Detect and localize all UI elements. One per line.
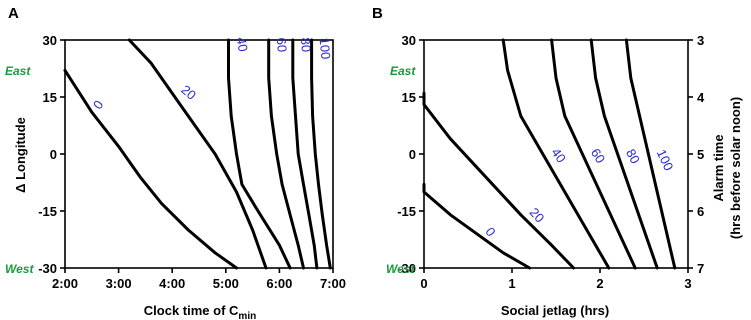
panel-b-y2tick-label: 3 <box>697 33 704 48</box>
panel-b-curve-100 <box>624 38 677 270</box>
panel-a-xlabel-sub: min <box>238 311 256 320</box>
panel-b-y2tick-label: 7 <box>697 261 704 276</box>
panel-b-curve-label-40: 40 <box>548 145 569 165</box>
panel-b-ytick-label: 0 <box>409 147 416 162</box>
panel-a-label: A <box>8 5 19 22</box>
panel-a-xlabel-main: Clock time of C <box>144 303 239 318</box>
panel-b-east-label: East <box>390 64 416 78</box>
panel-a-curve-20 <box>127 38 268 270</box>
panel-a-curve-80 <box>291 38 319 270</box>
panel-a-xtick-label: 3:00 <box>106 276 132 291</box>
panel-a-xtick-label: 7:00 <box>320 276 346 291</box>
panel-a-curve-label-20: 20 <box>178 82 199 103</box>
panel-b-curve-0 <box>422 182 532 270</box>
panel-a-curve-label-100: 100 <box>317 37 334 60</box>
panel-a-west-label: West <box>5 262 34 276</box>
panel-b-y2label-line2: (hrs before solar noon) <box>728 97 743 239</box>
panel-a-ytick-label: 0 <box>50 147 57 162</box>
panel-a-xlabel: Clock time of Cmin <box>144 303 256 320</box>
panel-b-xtick-label: 2 <box>596 276 603 291</box>
panel-b-y2tick-label: 6 <box>697 204 704 219</box>
panel-a-ytick-label: 30 <box>43 33 57 48</box>
panel-b-curve-label-60: 60 <box>588 146 608 166</box>
panel-b-ytick-label: -15 <box>397 204 416 219</box>
panel-b-xlabel: Social jetlag (hrs) <box>501 303 609 318</box>
panel-b-curve-80 <box>589 38 659 270</box>
panel-a-ytick-label: 15 <box>43 90 57 105</box>
panel-b-curve-20 <box>422 91 576 270</box>
panel-a-curve-0 <box>63 68 238 270</box>
panel-b-ytick-label: 15 <box>402 90 416 105</box>
panel-a-xtick-label: 2:00 <box>52 276 78 291</box>
panel-a-curve-60 <box>267 38 305 270</box>
panel-b-curve-label-100: 100 <box>654 147 677 173</box>
panel-b-ytick-label: 30 <box>402 33 416 48</box>
panel-a-east-label: East <box>5 64 31 78</box>
panel-b-y2tick-label: 5 <box>697 147 704 162</box>
panel-b-y2label: Alarm time <box>711 134 726 201</box>
panel-a-xtick-label: 5:00 <box>213 276 239 291</box>
panel-b-west-label: West <box>386 262 415 276</box>
panel-b-label: B <box>372 5 383 22</box>
panel-a-curve-label-40: 40 <box>234 36 251 53</box>
panel-a-curve-40 <box>227 38 292 270</box>
panel-b-curve-60 <box>550 38 637 270</box>
panel-a-xtick-label: 6:00 <box>266 276 292 291</box>
panel-a-axes: 2:00 3:00 4:00 5:00 6:00 7:00 30 15 0 -15 -30 <box>38 33 346 291</box>
panel-b-y2tick-label: 4 <box>697 90 705 105</box>
panel-b-curve-label-0: 0 <box>482 224 498 239</box>
panel-a-curve-label-80: 80 <box>298 37 314 53</box>
panel-b-xtick-label: 0 <box>420 276 427 291</box>
panel-b-curve-40 <box>501 38 611 270</box>
panel-a-ytick-label: -30 <box>38 261 57 276</box>
panel-b-axes: 0 1 2 3 30 15 0 -15 -30 3 4 5 6 7 <box>397 33 705 291</box>
panel-a-curve-label-60: 60 <box>274 37 290 53</box>
panel-a-xtick-label: 4:00 <box>159 276 185 291</box>
panel-a-curve-label-0: 0 <box>90 97 106 112</box>
panel-b-xtick-label: 1 <box>508 276 515 291</box>
panel-a-ytick-label: -15 <box>38 204 57 219</box>
panel-a-ylabel: Δ Longitude <box>13 117 28 193</box>
panel-b-curve-label-80: 80 <box>623 146 643 166</box>
panel-b-xtick-label: 3 <box>684 276 691 291</box>
panel-b-ytick-label: -30 <box>397 261 416 276</box>
panel-a-curves: 0 20 40 60 80 100 <box>63 36 334 270</box>
panel-a-curve-100 <box>310 38 332 270</box>
